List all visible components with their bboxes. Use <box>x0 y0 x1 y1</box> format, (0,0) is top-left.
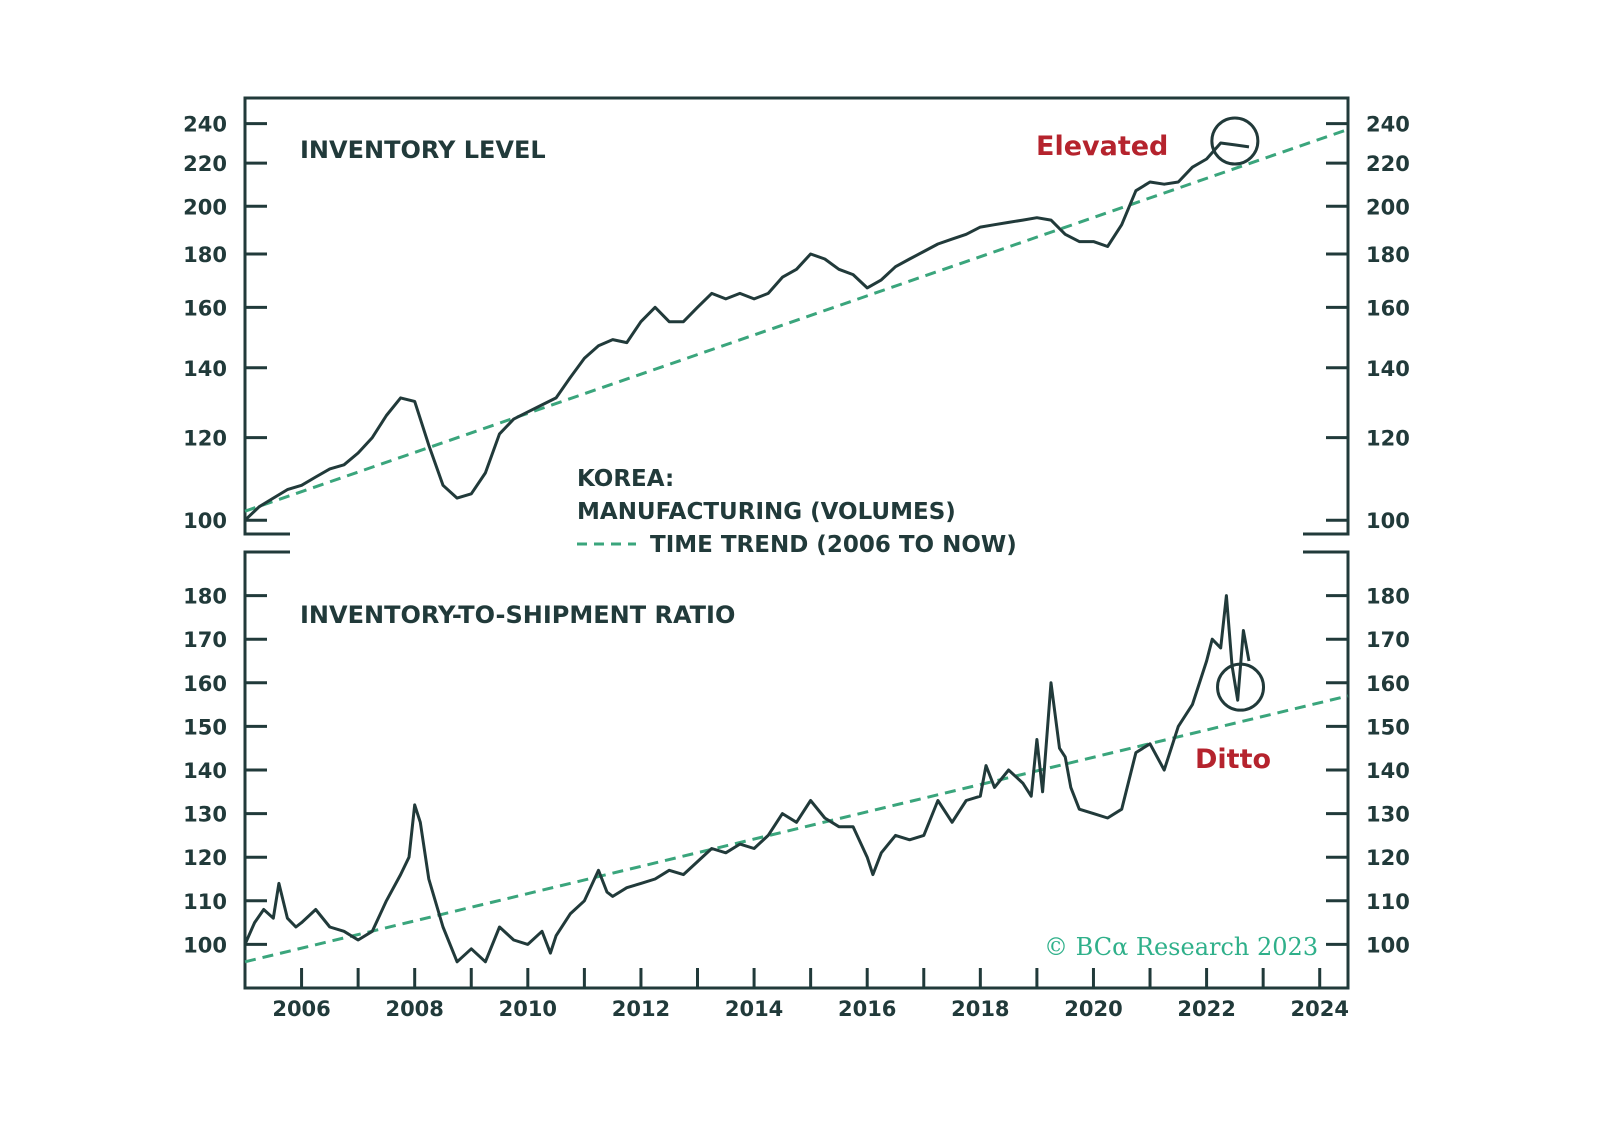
y-tick-label-left: 120 <box>183 427 227 451</box>
top-trend-line <box>244 127 1349 513</box>
y-tick-label-right: 220 <box>1366 152 1410 176</box>
x-tick-label: 2014 <box>725 997 783 1021</box>
y-tick-label-left: 100 <box>183 509 227 533</box>
bottom-panel-title: INVENTORY-TO-SHIPMENT RATIO <box>300 601 735 629</box>
x-axis: 2006 2008 2010 2012 2014 2016 2018 2020 2022 2024 <box>243 968 1349 1021</box>
inventory-to-shipment-panel: 100 100 110 110 120 120 130 130 140 140 150 150 160 1… <box>183 550 1410 1021</box>
x-tick-label: 2018 <box>951 997 1009 1021</box>
y-tick-label-right: 180 <box>1366 585 1410 609</box>
y-tick-label-right: 240 <box>1366 113 1410 137</box>
x-tick-label: 2024 <box>1290 997 1348 1021</box>
y-tick-label-right: 100 <box>1366 509 1410 533</box>
y-tick-label-left: 200 <box>183 195 227 219</box>
y-tick-label-right: 110 <box>1366 890 1410 914</box>
series-line <box>243 594 1251 964</box>
top-series-line <box>243 141 1250 522</box>
legend-trend-label: TIME TREND (2006 TO NOW) <box>650 532 1017 558</box>
bottom-trend-line <box>244 694 1349 964</box>
x-tick-label: 2012 <box>612 997 670 1021</box>
bca-watermark: © BCα Research 2023 <box>1044 933 1318 961</box>
trend-line <box>244 127 1349 513</box>
ditto-circle-marker <box>1216 662 1266 712</box>
y-tick-label-left: 130 <box>183 803 227 827</box>
y-tick-label-left: 110 <box>183 890 227 914</box>
y-tick-label-right: 200 <box>1366 195 1410 219</box>
y-tick-label-right: 170 <box>1366 628 1410 652</box>
x-tick-label: 2006 <box>272 997 330 1021</box>
y-tick-label-right: 120 <box>1366 846 1410 870</box>
y-tick-label-right: 140 <box>1366 357 1410 381</box>
y-tick-label-left: 220 <box>183 152 227 176</box>
bottom-y-axis: 100 100 110 110 120 120 130 130 140 140 150 150 160 1… <box>183 585 1410 958</box>
y-tick-label-right: 160 <box>1366 296 1410 320</box>
y-tick-label-left: 180 <box>183 585 227 609</box>
y-tick-label-left: 100 <box>183 933 227 957</box>
series-line <box>243 141 1250 522</box>
bottom-series-line <box>243 594 1251 964</box>
y-tick-label-left: 120 <box>183 846 227 870</box>
y-tick-label-left: 150 <box>183 715 227 739</box>
y-tick-label-left: 160 <box>183 672 227 696</box>
y-tick-label-right: 130 <box>1366 803 1410 827</box>
legend-series-label: MANUFACTURING (VOLUMES) <box>577 499 956 525</box>
y-tick-label-right: 150 <box>1366 715 1410 739</box>
y-tick-label-left: 140 <box>183 759 227 783</box>
top-panel-title: INVENTORY LEVEL <box>300 136 546 164</box>
y-tick-label-right: 160 <box>1366 672 1410 696</box>
x-tick-label: 2010 <box>499 997 557 1021</box>
x-tick-label: 2020 <box>1064 997 1122 1021</box>
x-tick-label: 2016 <box>838 997 896 1021</box>
top-panel-frame <box>243 96 1350 536</box>
y-tick-label-left: 170 <box>183 628 227 652</box>
top-y-axis: 100 100 120 120 140 140 160 160 180 180 200 200 220 2… <box>183 113 1410 534</box>
y-tick-label-right: 100 <box>1366 933 1410 957</box>
bottom-panel-frame <box>243 550 1350 990</box>
x-tick-label: 2008 <box>385 997 443 1021</box>
y-tick-label-left: 180 <box>183 243 227 267</box>
legend: KOREA: MANUFACTURING (VOLUMES) TIME TREN… <box>577 466 1017 558</box>
elevated-circle-marker <box>1210 116 1260 166</box>
inventory-level-panel: 100 100 120 120 140 140 160 160 180 180 200 200 220 2… <box>183 96 1410 536</box>
y-tick-label-right: 140 <box>1366 759 1410 783</box>
x-tick-label: 2022 <box>1177 997 1235 1021</box>
y-tick-label-left: 160 <box>183 296 227 320</box>
elevated-callout: Elevated <box>1036 131 1168 162</box>
y-tick-label-left: 140 <box>183 357 227 381</box>
legend-title: KOREA: <box>577 466 674 492</box>
y-tick-label-right: 180 <box>1366 243 1410 267</box>
y-tick-label-right: 120 <box>1366 427 1410 451</box>
trend-line <box>244 694 1349 964</box>
y-tick-label-left: 240 <box>183 113 227 137</box>
ditto-callout: Ditto <box>1195 744 1271 775</box>
